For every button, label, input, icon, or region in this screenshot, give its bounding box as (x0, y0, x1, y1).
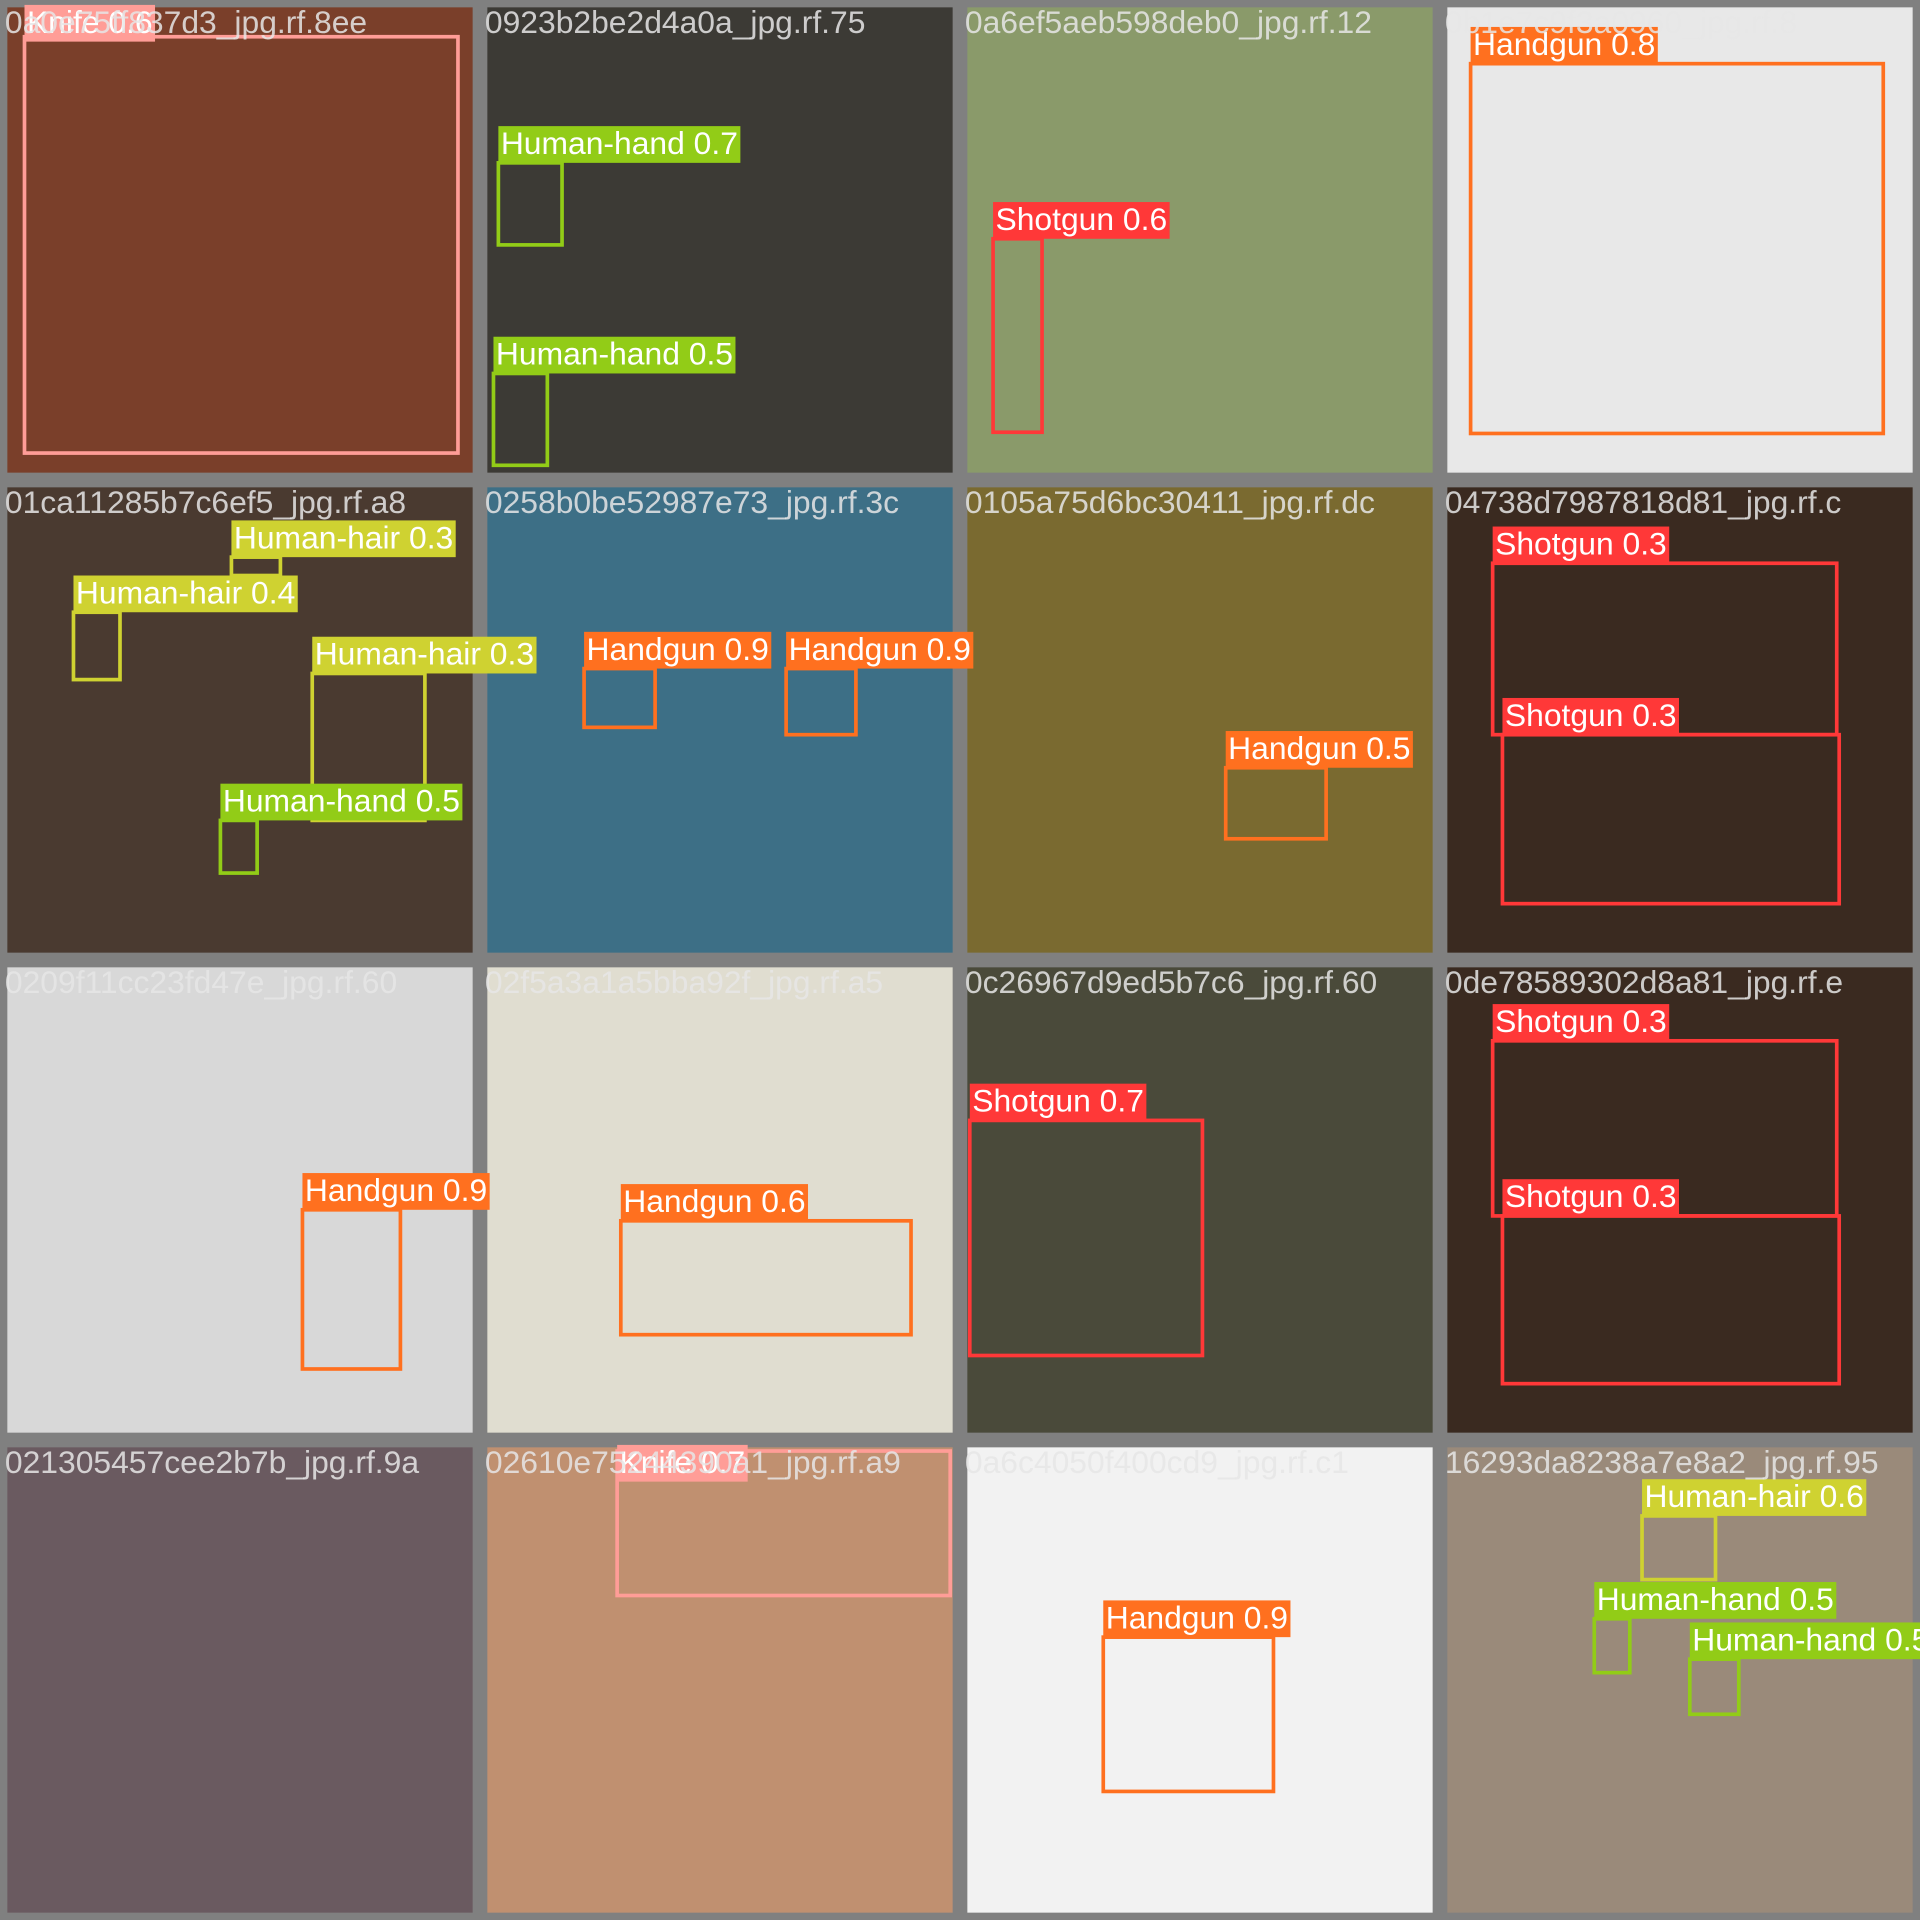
detection-label-bg (1103, 1600, 1291, 1638)
detection-label-bg (1502, 697, 1680, 735)
detection-label-bg (1492, 526, 1670, 564)
tile-filename: 02610e75244390a1_jpg.rf.a9 (485, 1444, 901, 1480)
detection-label: Human-hair 0.4 (76, 575, 295, 611)
detection-label: Human-hair 0.6 (1644, 1478, 1863, 1514)
tile-image (487, 1447, 953, 1913)
tile-image (967, 1447, 1433, 1913)
detection-label-bg (302, 1173, 490, 1210)
detection-label-bg (1225, 731, 1413, 768)
detection-label-bg (617, 1444, 748, 1482)
detection-label-bg (231, 520, 456, 558)
detection-label-bg (1470, 26, 1658, 64)
detection-label: Shotgun 0.6 (996, 201, 1168, 237)
detection-label-bg (584, 631, 772, 669)
detection-label: Shotgun 0.3 (1495, 526, 1667, 562)
tile-filename: 0923b2be2d4a0a_jpg.rf.75 (485, 4, 866, 40)
detection-label: Handgun 0.9 (1106, 1599, 1288, 1635)
tile-filename: 0a6c4050f400cd9_jpg.rf.c1 (965, 1444, 1349, 1480)
detection-label: Human-hair 0.3 (315, 636, 534, 672)
tile-filename: 0de78589302d8a81_jpg.rf.e (1445, 964, 1843, 1000)
detection-label: Shotgun 0.3 (1505, 697, 1677, 733)
tile-filename: 01ca11285b7c6ef5_jpg.rf.a8 (5, 484, 406, 520)
tile-filename: 0105a75d6bc30411_jpg.rf.dc (965, 484, 1375, 520)
detection-label-bg (620, 1184, 809, 1221)
tile-filename: 0258b0be52987e73_jpg.rf.3c (485, 484, 899, 520)
detection-label: Human-hand 0.5 (1597, 1581, 1834, 1617)
tile-image (487, 487, 953, 953)
tile-filename: 0a0e75ff837d3_jpg.rf.8ee (5, 4, 367, 40)
tile-filename: 16293da8238a7e8a2_jpg.rf.95 (1445, 1444, 1879, 1480)
detection-label-bg (969, 1083, 1147, 1121)
bounding-box (22, 34, 460, 455)
detection-label-bg (786, 631, 974, 669)
detection-label: Human-hand 0.7 (501, 125, 738, 161)
tile-filename: 02f5a3a1a5bba92f_jpg.rf.a5 (485, 964, 883, 1000)
detection-label-bg (1594, 1582, 1837, 1619)
detection-label: Handgun 0.5 (1228, 730, 1410, 766)
detection-label-bg (498, 126, 741, 163)
detection-label: Knife 0.6 (27, 4, 153, 40)
tile-filename: 0a6ef5aeb598deb0_jpg.rf.12 (965, 4, 1372, 40)
detection-label: Human-hand 0.5 (496, 336, 733, 372)
detection-label-bg (1689, 1622, 1920, 1660)
detection-label: Handgun 0.9 (305, 1172, 487, 1208)
detection-label-bg (493, 336, 736, 374)
tile-image (7, 487, 473, 953)
detection-label-bg (1492, 1004, 1670, 1041)
tile-filename: 0209f11cc23fd47e_jpg.rf.60 (5, 964, 397, 1000)
detection-label: Knife 0.7 (620, 1444, 746, 1480)
detection-label-bg (312, 636, 537, 674)
tile-image (7, 1447, 473, 1913)
tile-image (1447, 1447, 1913, 1913)
detection-label-bg (1642, 1479, 1867, 1516)
detection-label: Human-hand 0.5 (223, 783, 460, 819)
tile-filename: 04738d7987818d81_jpg.rf.c (1445, 484, 1842, 520)
overlays: Knife 0.6 Human-hand 0.7 Human-hand 0.5 Sho… (5, 4, 1920, 1794)
detection-label: Shotgun 0.7 (972, 1083, 1144, 1119)
detection-label-bg (993, 202, 1170, 239)
tile-filename: 0c26967d9ed5b7c6_jpg.rf.60 (965, 964, 1377, 1000)
detection-label: Human-hand 0.5 (1692, 1621, 1920, 1657)
tile-filename: 0b1e7c9f3a0960_jpg.rf.8 (1445, 4, 1797, 40)
tile-filename: 021305457cee2b7b_jpg.rf.9a (5, 1444, 419, 1480)
tile-image (487, 7, 953, 473)
tile-image (967, 7, 1433, 473)
detection-label: Shotgun 0.3 (1495, 1003, 1667, 1039)
detection-label: Shotgun 0.3 (1505, 1178, 1677, 1214)
tile-image (967, 967, 1433, 1433)
detection-label: Handgun 0.9 (789, 631, 971, 667)
tile-image (967, 487, 1433, 953)
detection-label-bg (24, 4, 156, 42)
detection-label-bg (73, 575, 298, 613)
detection-label: Handgun 0.6 (623, 1183, 805, 1219)
detection-label: Human-hair 0.3 (234, 519, 453, 555)
bounding-box (967, 1118, 1205, 1358)
tile-image (7, 7, 473, 473)
bounding-box (615, 1449, 953, 1598)
detection-label-bg (220, 783, 463, 821)
detection-label: Handgun 0.9 (587, 631, 769, 667)
detection-label: Handgun 0.8 (1473, 26, 1655, 62)
detection-label-bg (1502, 1179, 1680, 1216)
bounding-box (1468, 61, 1886, 436)
tile-image (1447, 7, 1913, 473)
